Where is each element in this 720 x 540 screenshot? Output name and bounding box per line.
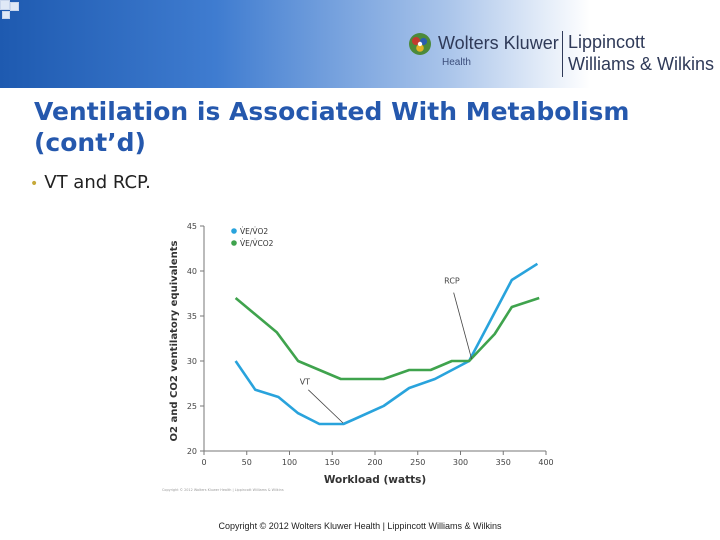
y-tick-label: 30 [187, 357, 197, 366]
series-line-vco2 [234, 296, 540, 381]
x-tick-label: 300 [453, 458, 468, 467]
legend: V̇E/V̇O2 V̇E/V̇CO2 [231, 227, 274, 248]
publisher-name: Lippincott Williams & Wilkins [568, 31, 714, 75]
bullet-item: • VT and RCP. [30, 172, 151, 193]
y-tick-label: 25 [187, 402, 197, 411]
logo-divider [562, 31, 563, 77]
x-tick-label: 150 [325, 458, 340, 467]
bullet-text: VT and RCP. [44, 172, 151, 193]
plot-area: 20 25 30 35 40 45 0 50 100 150 200 250 300 350 400 VT RC… [162, 222, 554, 492]
header-banner [0, 0, 720, 88]
x-tick-label: 400 [538, 458, 553, 467]
y-axis-label: O2 and CO2 ventilatory equivalents [169, 240, 180, 441]
y-tick-label: 35 [187, 312, 197, 321]
annotation-line-rcp [453, 292, 473, 360]
annotation-label-rcp: RCP [444, 277, 460, 286]
legend-marker-vo2 [231, 228, 237, 234]
x-tick-label: 350 [496, 458, 511, 467]
x-tick-label: 50 [242, 458, 252, 467]
bullet-dot-icon: • [30, 176, 39, 192]
x-tick-label: 100 [282, 458, 297, 467]
publisher-line-1: Lippincott [568, 32, 646, 52]
chart-source-note: Copyright © 2012 Wolters Kluwer Health |… [162, 488, 284, 492]
y-tick-label: 20 [187, 447, 197, 456]
legend-marker-vco2 [231, 240, 237, 246]
x-axis-label: Workload (watts) [324, 474, 426, 486]
y-tick-label: 45 [187, 222, 197, 231]
globe-icon [409, 33, 431, 55]
series-line-vo2 [234, 262, 539, 426]
x-tick-label: 250 [410, 458, 425, 467]
annotation-label-vt: VT [300, 377, 310, 386]
x-tick-label: 200 [367, 458, 382, 467]
legend-label-vco2: V̇E/V̇CO2 [240, 239, 274, 248]
brand-name: Wolters Kluwer [438, 33, 559, 53]
publisher-line-2: Williams & Wilkins [568, 54, 714, 74]
y-tick-label: 40 [187, 267, 197, 276]
slide-title: Ventilation is Associated With Metabolis… [34, 97, 630, 157]
brand-sub: Health [442, 57, 471, 68]
copyright: Copyright © 2012 Wolters Kluwer Health |… [218, 521, 502, 531]
corner-square [10, 2, 19, 11]
ventilatory-equivalents-chart: V̇E/V̇O2 V̇E/V̇CO2 O2 and CO2 ventilator… [162, 222, 554, 492]
publisher-logo: Wolters Kluwer Health Lippincott William… [406, 28, 716, 80]
annotation-line-vt [308, 389, 344, 424]
legend-label-vo2: V̇E/V̇O2 [240, 227, 268, 236]
corner-square [0, 0, 10, 10]
x-tick-label: 0 [201, 458, 206, 467]
corner-square [2, 11, 10, 19]
